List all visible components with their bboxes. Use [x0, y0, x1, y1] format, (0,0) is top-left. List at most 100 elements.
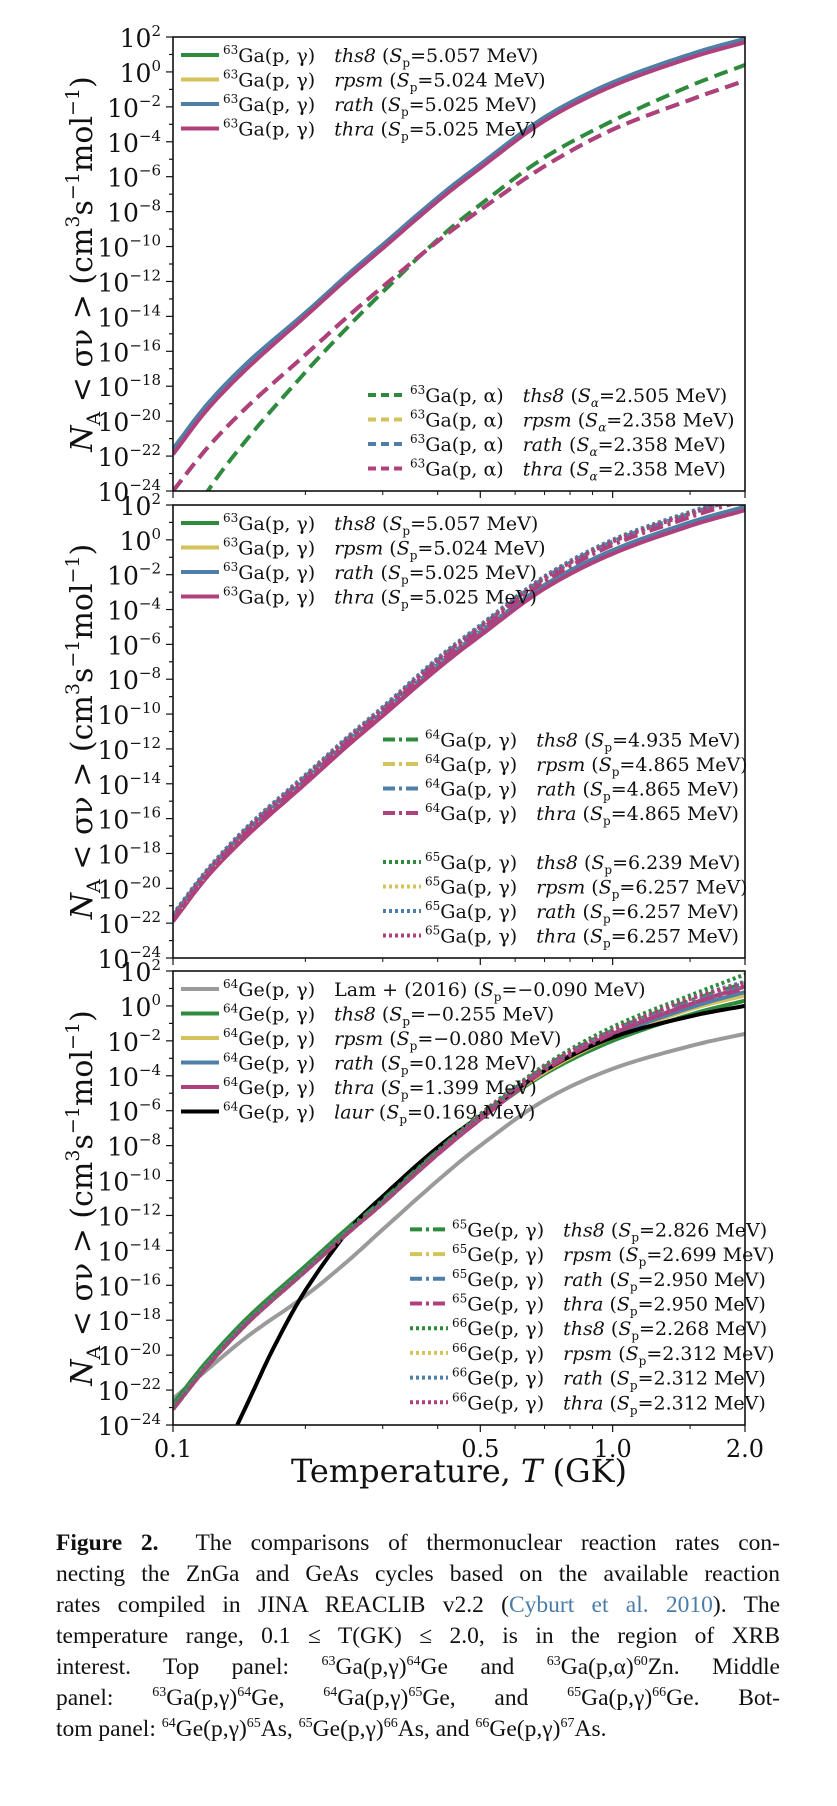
- y-tick-label: 10−8: [107, 197, 161, 228]
- y-tick-label: 10−18: [98, 371, 161, 402]
- y-tick-label: 10−4: [107, 127, 161, 158]
- series-group: [173, 505, 745, 923]
- legend-label: 64Ga(p, γ) thra (Sp=4.865 MeV): [425, 801, 739, 828]
- series-line: [173, 1031, 745, 1401]
- y-tick-label: 10−24: [98, 476, 161, 507]
- series-line: [173, 505, 724, 918]
- legend-entry: 63Ga(p, γ) rpsm (Sp=5.024 MeV): [181, 536, 546, 563]
- legend-entry: 65Ge(p, γ) rpsm (Sp=2.699 MeV): [410, 1242, 775, 1269]
- legend-label: 64Ge(p, γ) laur (Sp=0.169 MeV): [223, 1100, 535, 1127]
- legend-entry: 65Ga(p, γ) thra (Sp=6.257 MeV): [383, 924, 739, 951]
- legend-entry: 65Ga(p, γ) rpsm (Sp=6.257 MeV): [383, 875, 748, 902]
- y-axis-label: NA < σν > (cm3s−1mol−1): [62, 544, 105, 920]
- y-tick-label: 10−22: [98, 908, 161, 939]
- x-tick-label: 0.5: [461, 1435, 499, 1463]
- y-axis-label: NA < σν > (cm3s−1mol−1): [62, 76, 105, 452]
- series-line: [173, 505, 736, 921]
- legend-label: 64Ga(p, γ) rpsm (Sp=4.865 MeV): [425, 752, 748, 779]
- y-tick-label: 10−24: [98, 943, 161, 974]
- legend-entry: 66Ge(p, γ) rath (Sp=2.312 MeV): [410, 1366, 766, 1393]
- y-tick-label: 10−6: [107, 162, 161, 193]
- series-line: [235, 1003, 745, 1425]
- y-tick-label: 10−12: [98, 734, 161, 765]
- y-tick-label: 10−14: [98, 769, 161, 800]
- legend-entry: 63Ga(p, γ) ths8 (Sp=5.057 MeV): [181, 511, 538, 538]
- legend-label: 63Ga(p, α) thra (Sα=2.358 MeV): [410, 457, 726, 484]
- legend-label: 63Ga(p, γ) rpsm (Sp=5.024 MeV): [223, 68, 546, 95]
- series-group: [173, 972, 745, 1425]
- legend-label: 64Ga(p, γ) rath (Sp=4.865 MeV): [425, 777, 739, 804]
- legend-entry: 65Ge(p, γ) ths8 (Sp=2.826 MeV): [410, 1217, 767, 1244]
- legend-entry: 65Ge(p, γ) thra (Sp=2.950 MeV): [410, 1292, 766, 1319]
- legend-label: 63Ga(p, γ) rath (Sp=5.025 MeV): [223, 92, 537, 119]
- legend-entry: 63Ga(p, α) ths8 (Sα=2.505 MeV): [368, 383, 727, 410]
- y-tick-label: 100: [120, 991, 161, 1022]
- legend-entry: 63Ga(p, γ) thra (Sp=5.025 MeV): [181, 585, 537, 612]
- legend-label: 65Ge(p, γ) rpsm (Sp=2.699 MeV): [452, 1242, 775, 1269]
- legend-label: 64Ge(p, γ) Lam + (2016) (Sp=−0.090 MeV): [223, 977, 646, 1004]
- legend-label: 64Ge(p, γ) ths8 (Sp=−0.255 MeV): [223, 1002, 554, 1029]
- legend-label: 64Ge(p, γ) rpsm (Sp=−0.080 MeV): [223, 1026, 561, 1053]
- legend-label: 65Ga(p, γ) ths8 (Sp=6.239 MeV): [425, 850, 740, 877]
- series-line: [173, 78, 745, 491]
- y-tick-label: 10−18: [98, 838, 161, 869]
- legend-entry: 63Ga(p, α) thra (Sα=2.358 MeV): [368, 457, 726, 484]
- y-tick-label: 10−12: [98, 1200, 161, 1231]
- y-tick-label: 10−16: [98, 804, 161, 835]
- y-tick-label: 100: [120, 525, 161, 556]
- legend-bottom-right: 64Ga(p, γ) ths8 (Sp=4.935 MeV)64Ga(p, γ)…: [383, 728, 748, 951]
- legend-label: 65Ga(p, γ) rath (Sp=6.257 MeV): [425, 899, 739, 926]
- y-tick-label: 10−18: [98, 1305, 161, 1336]
- legend-entry: 66Ge(p, γ) ths8 (Sp=2.268 MeV): [410, 1316, 767, 1343]
- figure: 102 100 10−2 10−4 10−6 10−8 10−10 10−12 10−14 10−…: [62, 22, 775, 1490]
- panel-middle: 102 100 10−2 10−410−6 10−8 10−10 10−12 10−14 10−…: [62, 490, 748, 974]
- citation-link[interactable]: Cyburt et al. 2010: [508, 1592, 713, 1618]
- legend-entry: 63Ga(p, α) rath (Sα=2.358 MeV): [368, 432, 726, 459]
- legend-entry: 65Ga(p, γ) ths8 (Sp=6.239 MeV): [383, 850, 740, 877]
- legend-label: 66Ge(p, γ) ths8 (Sp=2.268 MeV): [452, 1316, 767, 1343]
- legend-entry: 64Ga(p, γ) ths8 (Sp=4.935 MeV): [383, 728, 740, 755]
- x-tick-label: 2.0: [726, 1435, 764, 1463]
- legend-top-left: 63Ga(p, γ) ths8 (Sp=5.057 MeV)63Ga(p, γ)…: [181, 43, 546, 144]
- legend-label: 65Ge(p, γ) ths8 (Sp=2.826 MeV): [452, 1217, 767, 1244]
- y-tick-label: 100: [120, 57, 161, 88]
- y-tick-label: 10−2: [107, 560, 161, 591]
- figure-caption: Figure 2. The comparisons of thermonucle…: [56, 1530, 781, 1742]
- legend-label: 63Ga(p, γ) ths8 (Sp=5.057 MeV): [223, 511, 538, 538]
- y-tick-label: 10−2: [107, 92, 161, 123]
- series-line: [173, 981, 745, 1411]
- legend-entry: 63Ga(p, γ) rath (Sp=5.025 MeV): [181, 92, 537, 119]
- legend-entry: 65Ge(p, γ) rath (Sp=2.950 MeV): [410, 1267, 766, 1294]
- legend-bottom-right: 63Ga(p, α) ths8 (Sα=2.505 MeV) 63Ga(p, α)…: [368, 383, 734, 484]
- legend-label: 66Ge(p, γ) thra (Sp=2.312 MeV): [452, 1390, 766, 1417]
- y-tick-label: 10−16: [98, 336, 161, 367]
- y-tick-label: 10−20: [98, 1340, 161, 1371]
- x-tick-label: 0.1: [154, 1435, 192, 1463]
- y-tick-label: 10−10: [98, 699, 161, 730]
- legend-entry: 64Ge(p, γ) laur (Sp=0.169 MeV): [181, 1100, 535, 1127]
- legend-label: 65Ga(p, γ) thra (Sp=6.257 MeV): [425, 924, 739, 951]
- x-tick-label: 1.0: [594, 1435, 632, 1463]
- y-tick-label: 10−12: [98, 266, 161, 297]
- legend-label: 66Ge(p, γ) rpsm (Sp=2.312 MeV): [452, 1341, 775, 1368]
- legend-bottom-right: 65Ge(p, γ) ths8 (Sp=2.826 MeV)65Ge(p, γ)…: [410, 1217, 775, 1417]
- y-tick-label: 10−22: [98, 1375, 161, 1406]
- y-axis-label: NA < σν > (cm3s−1mol−1): [62, 1010, 105, 1386]
- series-line: [205, 63, 745, 491]
- y-tick-label: 102: [120, 956, 161, 987]
- y-tick-label: 10−8: [107, 1131, 161, 1162]
- legend-label: 64Ge(p, γ) rath (Sp=0.128 MeV): [223, 1051, 537, 1078]
- legend-entry: 63Ga(p, γ) rpsm (Sp=5.024 MeV): [181, 68, 546, 95]
- legend-entry: 64Ge(p, γ) ths8 (Sp=−0.255 MeV): [181, 1002, 554, 1029]
- legend-label: 63Ga(p, γ) thra (Sp=5.025 MeV): [223, 117, 537, 144]
- series-line: [173, 508, 745, 923]
- y-tick-label: 10−14: [98, 1235, 161, 1266]
- legend-entry: 63Ga(p, γ) thra (Sp=5.025 MeV): [181, 117, 537, 144]
- legend-entry: 65Ga(p, γ) rath (Sp=6.257 MeV): [383, 899, 739, 926]
- y-tick-label: 10−16: [98, 1270, 161, 1301]
- legend-label: 64Ge(p, γ) thra (Sp=1.399 MeV): [223, 1075, 537, 1102]
- caption-label: Figure 2.: [56, 1530, 159, 1556]
- legend-label: 65Ge(p, γ) rath (Sp=2.950 MeV): [452, 1267, 766, 1294]
- legend-entry: 64Ga(p, γ) rath (Sp=4.865 MeV): [383, 777, 739, 804]
- legend-entry: 66Ge(p, γ) rpsm (Sp=2.312 MeV): [410, 1341, 775, 1368]
